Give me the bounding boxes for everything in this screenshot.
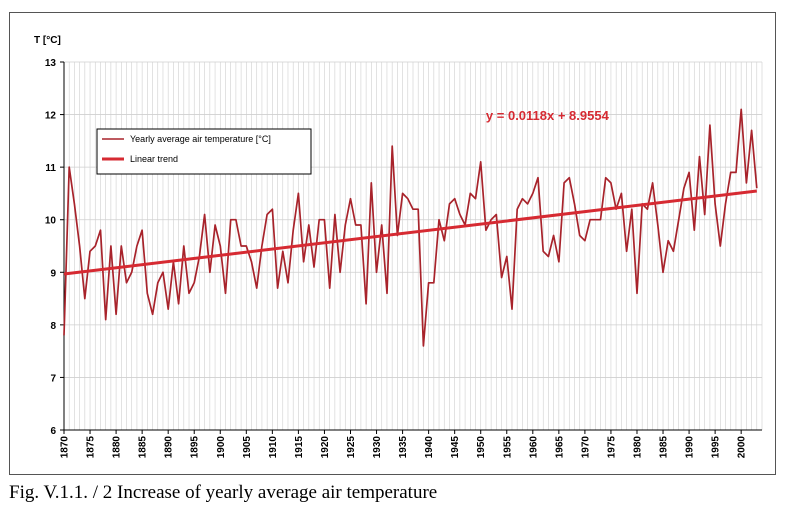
x-tick-label: 1910 <box>268 436 279 459</box>
grid-layer <box>63 61 763 431</box>
x-tick-label: 2000 <box>737 436 748 459</box>
legend-label-series: Yearly average air temperature [°C] <box>130 134 271 144</box>
chart-panel: 6 7 8 9 10 11 12 13 1870 1875 1880 1885 1890 1895 1900… <box>9 12 776 475</box>
y-tick-label: 9 <box>50 268 56 279</box>
y-tick-label: 13 <box>45 58 57 69</box>
x-tick-label: 1895 <box>190 436 201 459</box>
x-tick-label: 1870 <box>60 436 71 459</box>
y-tick-label: 7 <box>50 373 56 384</box>
x-tick-label: 1905 <box>242 436 253 459</box>
x-tick-label: 1890 <box>164 436 175 459</box>
y-tick-label: 10 <box>45 216 57 227</box>
y-tick-label: 12 <box>45 111 57 122</box>
y-tick-label: 6 <box>50 426 56 437</box>
x-tick-label: 1880 <box>112 436 123 459</box>
legend-label-trend: Linear trend <box>130 154 178 164</box>
x-tick-label: 1985 <box>659 436 670 459</box>
labels-layer: 6 7 8 9 10 11 12 13 1870 1875 1880 1885 1890 1895 1900… <box>45 58 748 458</box>
legend: Yearly average air temperature [°C] Line… <box>96 128 312 175</box>
figure-caption: Fig. V.1.1. / 2 Increase of yearly avera… <box>9 482 438 503</box>
x-tick-label: 1875 <box>86 436 97 459</box>
trend-equation: y = 0.0118x + 8.9554 <box>486 108 610 123</box>
x-tick-label: 1960 <box>528 436 539 459</box>
x-tick-label: 1980 <box>632 436 643 459</box>
temperature-chart: 6 7 8 9 10 11 12 13 1870 1875 1880 1885 1890 1895 1900… <box>34 35 763 458</box>
series-layer <box>63 108 758 347</box>
y-axis-title: T [°C] <box>34 35 61 46</box>
x-tick-label: 1995 <box>711 436 722 459</box>
x-tick-label: 1990 <box>685 436 696 459</box>
x-tick-label: 1945 <box>450 436 461 459</box>
legend-box <box>96 128 312 175</box>
x-tick-label: 1920 <box>320 436 331 459</box>
x-tick-label: 1885 <box>138 436 149 459</box>
x-tick-label: 1925 <box>346 436 357 459</box>
x-tick-label: 1930 <box>372 436 383 459</box>
axes-layer <box>60 61 762 434</box>
series-line-yearly-temperature <box>63 108 758 347</box>
x-tick-label: 1940 <box>424 436 435 459</box>
x-tick-label: 1955 <box>502 436 513 459</box>
x-tick-label: 1970 <box>580 436 591 459</box>
x-tick-label: 1950 <box>476 436 487 459</box>
y-tick-label: 11 <box>45 163 56 174</box>
y-tick-label: 8 <box>50 321 56 332</box>
x-tick-label: 1915 <box>294 436 305 459</box>
x-tick-label: 1900 <box>216 436 227 459</box>
series-line-linear-trend <box>63 189 757 276</box>
x-tick-label: 1935 <box>398 436 409 459</box>
x-tick-label: 1965 <box>554 436 565 459</box>
x-tick-label: 1975 <box>606 436 617 459</box>
